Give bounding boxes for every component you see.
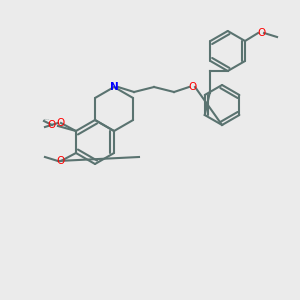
Text: N: N	[110, 82, 118, 92]
Text: O: O	[57, 118, 65, 128]
Text: O: O	[188, 82, 196, 92]
Text: O: O	[257, 28, 265, 38]
Text: methoxy: methoxy	[44, 119, 50, 120]
Text: O: O	[48, 120, 56, 130]
Text: O: O	[57, 156, 65, 166]
